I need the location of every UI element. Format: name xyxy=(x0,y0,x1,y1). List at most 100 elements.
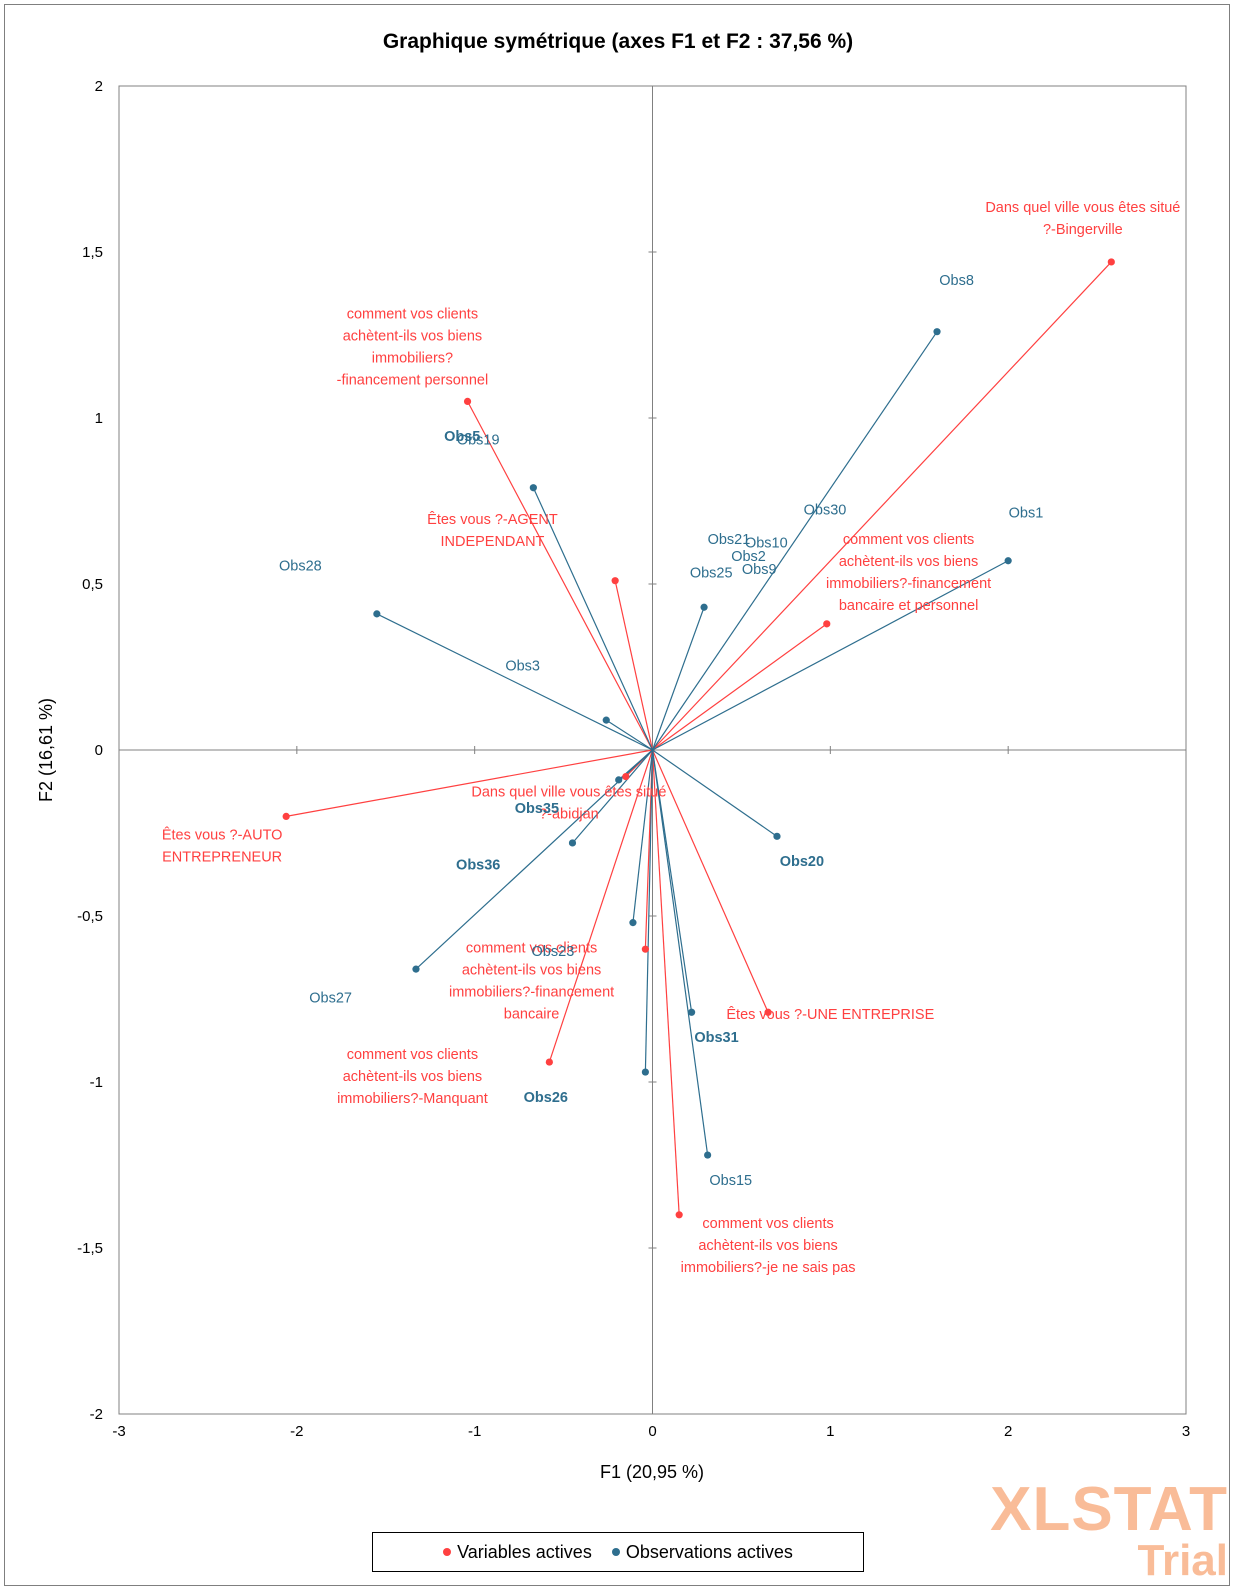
legend-item-observations: Observations actives xyxy=(611,1542,793,1563)
legend-label-variables: Variables actives xyxy=(457,1541,592,1562)
label-line: Obs30 xyxy=(804,502,847,518)
y-tick-label: -1,5 xyxy=(77,1240,103,1257)
observation-point xyxy=(568,839,577,847)
label-line: Obs10 xyxy=(745,535,788,551)
legend: Variables actives Observations actives xyxy=(372,1532,864,1572)
variable-vector xyxy=(467,401,654,751)
observation-label: Obs27 xyxy=(309,990,352,1006)
variable-point xyxy=(611,577,619,585)
observation-point xyxy=(641,1068,649,1076)
y-tick-label: 1,5 xyxy=(82,244,103,261)
observation-label: Obs23 xyxy=(532,944,575,960)
observation-point xyxy=(615,776,623,784)
label-line: comment vos clients xyxy=(347,306,478,322)
symmetric-biplot: Graphique symétrique (axes F1 et F2 : 37… xyxy=(36,30,1190,1482)
variable-label: comment vos clients achètent-ils vos bien… xyxy=(337,306,489,388)
label-line: INDEPENDANT xyxy=(440,534,544,550)
variable-vector xyxy=(614,580,654,751)
y-tick-label: 2 xyxy=(95,78,103,95)
observation-label: Obs3 xyxy=(505,658,540,674)
observation-point xyxy=(602,716,610,724)
observation-label: Obs15 xyxy=(709,1173,752,1189)
label-line: Obs20 xyxy=(780,854,824,870)
label-line: immobiliers?-financement xyxy=(826,576,991,592)
y-tick-label: -1 xyxy=(90,1074,103,1091)
observation-label: Obs1 xyxy=(1009,506,1044,522)
label-line: Êtes vous ?-UNE ENTREPRISE xyxy=(726,1006,934,1023)
label-line: Obs15 xyxy=(709,1173,752,1189)
variable-label: Dans quel ville vous êtes situé ?-abidjan xyxy=(471,784,666,822)
watermark-main: XLSTAT xyxy=(990,1475,1228,1545)
variable-vector xyxy=(652,623,828,751)
y-tick-label: -2 xyxy=(90,1406,103,1423)
data-points xyxy=(282,258,1115,1219)
label-line: Obs2 xyxy=(731,549,766,565)
label-line: Obs1 xyxy=(1009,506,1044,522)
label-line: -financement personnel xyxy=(337,372,489,388)
label-line: Obs35 xyxy=(515,801,559,817)
observation-label: Obs9 xyxy=(742,562,777,578)
label-line: achètent-ils vos biens xyxy=(343,1069,482,1085)
label-line: ENTREPRENEUR xyxy=(162,850,282,866)
variable-vector xyxy=(548,749,654,1063)
observation-label: Obs26 xyxy=(524,1090,568,1106)
observation-vector xyxy=(376,613,653,751)
y-tick-label: 0,5 xyxy=(82,576,103,593)
observation-vector xyxy=(415,749,653,970)
variable-point xyxy=(545,1058,553,1066)
label-line: immobiliers?-Manquant xyxy=(337,1091,488,1107)
variable-label: comment vos clients achètent-ils vos bien… xyxy=(449,941,614,1023)
xlstat-watermark: XLSTAT Trial xyxy=(990,1475,1228,1583)
variable-vector xyxy=(651,749,769,1013)
y-axis-title: F2 (16,61 %) xyxy=(36,698,56,802)
variable-label: Êtes vous ?-AGENT INDEPENDANT xyxy=(427,511,558,550)
label-line: Obs3 xyxy=(505,658,540,674)
observation-label: Obs20 xyxy=(780,854,824,870)
label-line: achètent-ils vos biens xyxy=(462,963,601,979)
variable-label: Dans quel ville vous êtes situé ?-Bingerv… xyxy=(985,200,1180,238)
observation-label: Obs35 xyxy=(515,801,559,817)
observation-vector xyxy=(605,719,653,751)
x-tick-label: 3 xyxy=(1182,1423,1190,1440)
variable-point xyxy=(764,1008,772,1016)
label-line: bancaire xyxy=(504,1007,560,1023)
observation-label: Obs28 xyxy=(279,559,322,575)
legend-marker-variables xyxy=(443,1548,452,1556)
x-tick-label: -1 xyxy=(468,1423,481,1440)
observation-label: Obs8 xyxy=(939,273,974,289)
observation-label: Obs30 xyxy=(804,502,847,518)
x-tick-label: 0 xyxy=(648,1423,656,1440)
observation-point xyxy=(629,919,637,927)
y-tick-label: 1 xyxy=(95,410,103,427)
variable-point xyxy=(823,620,831,628)
variable-label: comment vos clients achètent-ils vos bien… xyxy=(337,1047,488,1107)
y-tick-label: -0,5 xyxy=(77,908,103,925)
legend-item-variables: Variables actives xyxy=(443,1542,592,1563)
observation-point xyxy=(529,484,537,492)
variable-point xyxy=(1107,258,1115,266)
observation-label: Obs2 xyxy=(731,549,766,565)
observation-label: Obs10 xyxy=(745,535,788,551)
label-line: immobiliers?-financement xyxy=(449,985,614,1001)
chart-title: Graphique symétrique (axes F1 et F2 : 37… xyxy=(383,30,853,53)
observation-vector xyxy=(651,607,705,751)
x-tick-label: -2 xyxy=(290,1423,303,1440)
y-tick-label: 0 xyxy=(95,742,103,759)
observation-label: Obs21 xyxy=(708,532,751,548)
vector-lines xyxy=(286,261,1112,1215)
observation-vector xyxy=(644,749,654,1073)
label-line: Obs28 xyxy=(279,559,322,575)
label-line: Êtes vous ?-AGENT xyxy=(427,511,558,528)
variable-vector xyxy=(286,749,653,817)
x-tick-label: 1 xyxy=(826,1423,834,1440)
variable-point xyxy=(641,945,649,953)
label-line: Obs36 xyxy=(456,858,500,874)
label-line: Obs5 xyxy=(444,429,480,445)
variable-label: Êtes vous ?-AUTO ENTREPRENEUR xyxy=(162,827,283,866)
label-line: ?-Bingerville xyxy=(1043,222,1123,238)
x-tick-label: 2 xyxy=(1004,1423,1012,1440)
observation-label: Obs31 xyxy=(694,1030,738,1046)
label-line: Obs27 xyxy=(309,990,352,1006)
observation-vector xyxy=(532,487,654,751)
label-line: Êtes vous ?-AUTO xyxy=(162,827,283,844)
